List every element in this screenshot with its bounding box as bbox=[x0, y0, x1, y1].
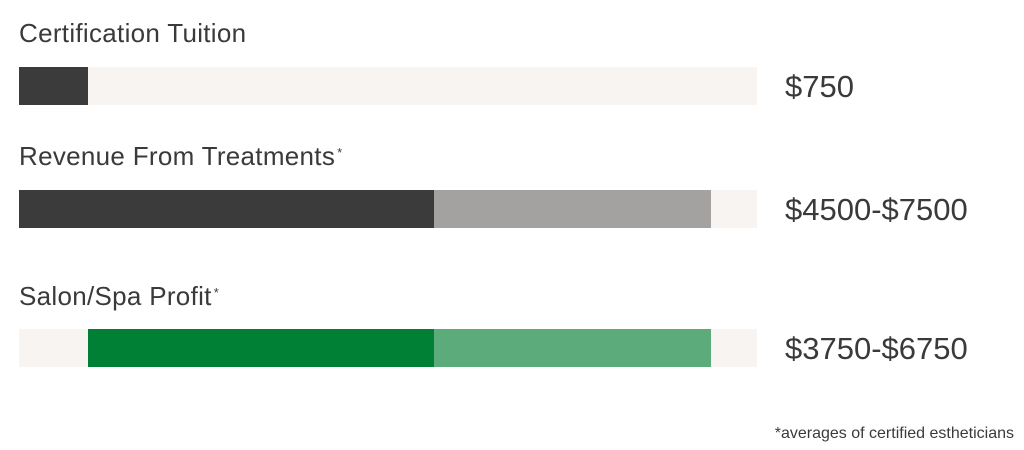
bar-track-tuition bbox=[19, 67, 757, 105]
footnote: *averages of certified estheticians bbox=[774, 425, 1014, 442]
label-text: Certification Tuition bbox=[19, 18, 247, 48]
row-label-tuition: Certification Tuition bbox=[19, 18, 248, 49]
bar-track-profit bbox=[19, 329, 757, 367]
label-text: Revenue From Treatments bbox=[19, 141, 336, 171]
row-label-profit: Salon/Spa Profit * bbox=[19, 281, 219, 312]
bar-segment-1 bbox=[88, 329, 435, 367]
asterisk: * bbox=[213, 285, 220, 300]
value-label-revenue: $4500-$7500 bbox=[785, 192, 968, 227]
bar-track-revenue bbox=[19, 190, 757, 228]
bar-segment-2 bbox=[434, 329, 711, 367]
row-label-revenue: Revenue From Treatments * bbox=[19, 141, 343, 172]
label-text: Salon/Spa Profit bbox=[19, 281, 212, 311]
bar-segment-2 bbox=[434, 190, 711, 228]
bar-segment-1 bbox=[19, 67, 89, 105]
value-label-tuition: $750 bbox=[785, 69, 854, 104]
bar-segment-1 bbox=[19, 190, 435, 228]
asterisk: * bbox=[337, 145, 343, 160]
value-label-profit: $3750-$6750 bbox=[785, 331, 968, 366]
